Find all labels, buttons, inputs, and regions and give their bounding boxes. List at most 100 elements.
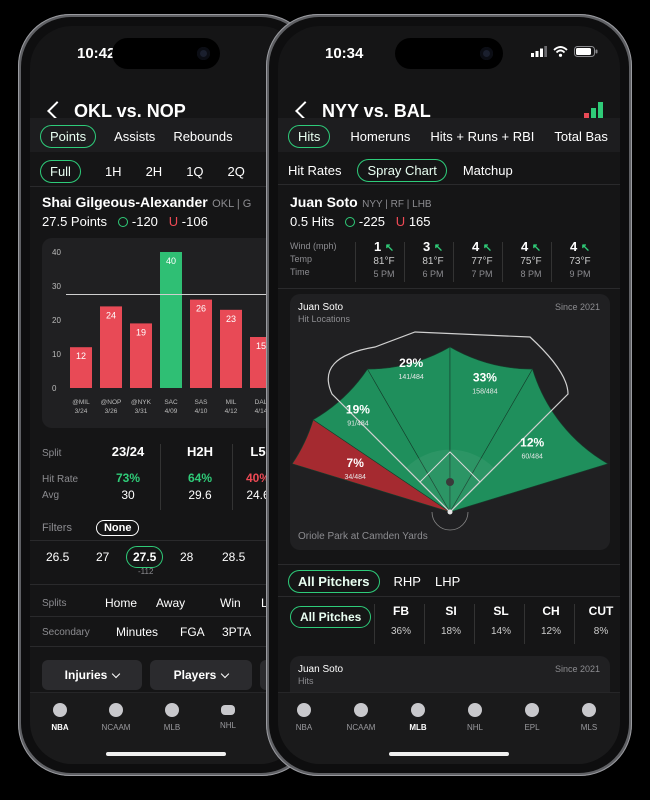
- nav-ncaam[interactable]: NCAAM: [94, 703, 138, 732]
- split-col-h2h[interactable]: H2H 64% 29.6: [170, 444, 230, 502]
- zone-percent-label: 33%: [473, 371, 497, 385]
- filter-lhp[interactable]: LHP: [434, 574, 461, 589]
- nav-nba[interactable]: NBA: [38, 703, 82, 732]
- spray-zone[interactable]: [366, 346, 451, 514]
- zone-count-label: 91/484: [347, 420, 369, 427]
- secondary-minutes[interactable]: Minutes: [116, 625, 159, 639]
- bar[interactable]: [160, 252, 182, 388]
- filter-rhp[interactable]: RHP: [393, 574, 421, 589]
- bar[interactable]: [220, 309, 242, 388]
- tab-total-bases[interactable]: Total Bas: [554, 129, 608, 144]
- dynamic-island: [112, 38, 220, 69]
- tab-homeruns[interactable]: Homeruns: [350, 129, 411, 144]
- wind-arrow-icon: ↖: [531, 242, 542, 254]
- filters-value-pill[interactable]: None: [95, 520, 140, 536]
- players-dropdown[interactable]: Players: [150, 660, 252, 690]
- tab-assists[interactable]: Assists: [114, 129, 156, 144]
- split-col-l5[interactable]: L5 40% 24.6: [230, 444, 286, 502]
- split-avg: 30: [121, 488, 135, 502]
- line-label: 27.5 Points: [42, 214, 108, 229]
- split-avg: 29.6: [188, 488, 212, 502]
- spray-zone[interactable]: [449, 346, 534, 514]
- spray-zone[interactable]: [449, 368, 609, 513]
- status-time: 10:34: [325, 45, 364, 62]
- secondary-fga[interactable]: FGA: [180, 625, 205, 639]
- filter-all-pitches[interactable]: All Pitches: [290, 606, 372, 628]
- nav-nba[interactable]: NBA: [282, 703, 326, 732]
- split-header: L5: [250, 444, 266, 459]
- pitchers-mound: [446, 478, 454, 486]
- weather-column: 4 ↖ 75°F 8 PM: [509, 240, 553, 281]
- period-2q[interactable]: 2Q: [227, 164, 245, 179]
- status-icons: [531, 46, 598, 57]
- split-away[interactable]: Away: [156, 596, 186, 610]
- nav-mlb[interactable]: MLB: [396, 703, 440, 732]
- line-option[interactable]: 26.5: [46, 550, 70, 564]
- line-option[interactable]: 28.5: [222, 550, 246, 564]
- spray-chart: 7% 34/484 19% 91/484 29% 141/484 33% 158/484 12%…: [291, 331, 609, 531]
- subtab-spray-chart[interactable]: Spray Chart: [357, 159, 447, 182]
- home-plate-arc: [431, 511, 469, 531]
- zone-percent-label: 12%: [520, 436, 544, 450]
- nav-mlb[interactable]: MLB: [150, 703, 194, 732]
- subtab-hit-rates[interactable]: Hit Rates: [288, 163, 342, 178]
- stat-tabs: Points Assists Rebounds: [40, 125, 302, 148]
- filter-all-pitchers[interactable]: All Pitchers: [288, 570, 380, 593]
- under-icon: U: [168, 214, 179, 229]
- nav-epl[interactable]: EPL: [510, 703, 554, 732]
- tab-hits[interactable]: Hits: [288, 125, 331, 148]
- bar[interactable]: [70, 347, 92, 388]
- pitch-percent: 12%: [540, 626, 561, 637]
- zone-count-label: 158/484: [472, 389, 497, 396]
- injuries-dropdown[interactable]: Injuries: [42, 660, 142, 690]
- line-option[interactable]: 28: [180, 550, 194, 564]
- pitch-type-column[interactable]: FB 36%: [378, 604, 424, 637]
- period-1h[interactable]: 1H: [104, 164, 122, 179]
- bar[interactable]: [190, 299, 212, 388]
- bar-value-label: 12: [76, 351, 86, 361]
- pitch-type: SI: [445, 604, 457, 618]
- x-tick-label: 4/12: [225, 408, 238, 415]
- split-avg: 24.6: [246, 488, 270, 502]
- nav-nhl[interactable]: NHL: [206, 703, 250, 730]
- split-hit-rate: 64%: [187, 471, 213, 485]
- tab-rebounds[interactable]: Rebounds: [173, 129, 233, 144]
- nav-nhl[interactable]: NHL: [453, 703, 497, 732]
- pitch-type-column[interactable]: SI 18%: [428, 604, 474, 637]
- nav-label: MLS: [580, 723, 598, 732]
- temperature: 81°F: [422, 256, 444, 267]
- pitch-type-column[interactable]: CUT 8%: [578, 604, 620, 637]
- line-option-selected[interactable]: 27.5: [126, 546, 164, 568]
- tab-points[interactable]: Points: [40, 125, 97, 148]
- pitch-type-column[interactable]: CH 12%: [528, 604, 574, 637]
- bar[interactable]: [130, 323, 152, 388]
- split-col-season[interactable]: 23/24 73% 30: [98, 444, 158, 502]
- x-tick-label: 4/09: [165, 408, 178, 415]
- nav-ncaam[interactable]: NCAAM: [339, 703, 383, 732]
- split-win[interactable]: Win: [220, 596, 241, 610]
- period-2h[interactable]: 2H: [145, 164, 163, 179]
- tab-hits-runs-rbi[interactable]: Hits + Runs + RBI: [430, 129, 535, 144]
- hour: 6 PM: [422, 269, 444, 279]
- spray-since: Since 2021: [554, 302, 600, 312]
- weather-column: 4 ↖ 73°F 9 PM: [558, 240, 602, 281]
- basketball-icon: [354, 703, 368, 717]
- bar[interactable]: [100, 306, 122, 388]
- split-home[interactable]: Home: [105, 596, 138, 610]
- trending-bars-icon[interactable]: [584, 102, 604, 120]
- chevron-down-icon: [221, 669, 230, 678]
- baseball-icon: [165, 703, 179, 717]
- subtab-matchup[interactable]: Matchup: [462, 163, 513, 178]
- secondary-3pta[interactable]: 3PTA: [222, 625, 252, 639]
- pitch-type-column[interactable]: SL 14%: [478, 604, 524, 637]
- nav-mls[interactable]: MLS: [567, 703, 611, 732]
- over-odds: -225: [358, 214, 385, 229]
- player-name: Juan Soto: [290, 194, 358, 210]
- sub-tabs: Hit Rates Spray Chart Matchup: [288, 159, 620, 182]
- weather-strip: Wind (mph) Temp Time 1 ↖ 81°F 5 PM 3 ↖ 81…: [290, 240, 620, 286]
- x-tick-label: SAS: [194, 399, 208, 406]
- period-full[interactable]: Full: [40, 160, 81, 183]
- bottom-nav: NBA NCAAM MLB NHL EPL MLS: [278, 692, 620, 764]
- period-1q[interactable]: 1Q: [186, 164, 204, 179]
- line-option[interactable]: 27: [96, 550, 110, 564]
